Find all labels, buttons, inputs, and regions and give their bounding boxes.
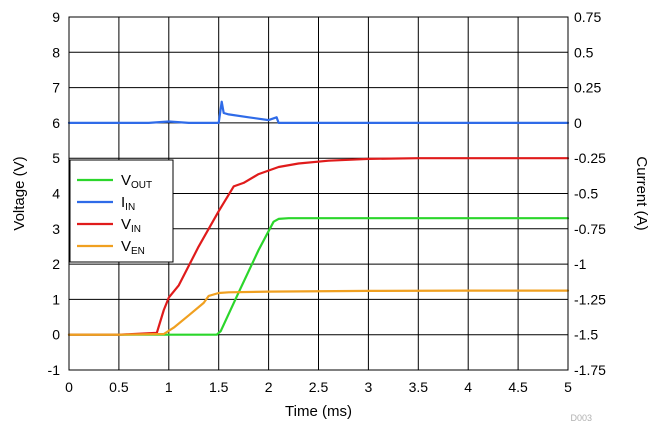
x-tick-label: 1 — [165, 379, 173, 395]
y-tick-label: 2 — [52, 256, 60, 272]
x-tick-label: 0 — [65, 379, 73, 395]
y-tick-label: 1 — [52, 291, 60, 307]
y2-tick-label: -1.25 — [574, 291, 606, 307]
y-tick-label: 0 — [52, 327, 60, 343]
y2-tick-label: 0.25 — [574, 80, 601, 96]
y-tick-label: 9 — [52, 9, 60, 25]
y-tick-labels: -1 0 1 2 3 4 5 6 7 8 9 — [48, 9, 61, 378]
y-tick-label: 8 — [52, 44, 60, 60]
y-tick-label: 5 — [52, 150, 60, 166]
y2-tick-label: -0.5 — [574, 186, 598, 202]
y-tick-label: 3 — [52, 221, 60, 237]
y2-tick-label: -1 — [574, 256, 587, 272]
y2-tick-labels: -1.75 -1.5 -1.25 -1 -0.75 -0.5 -0.25 0 0.25 0.5 0.… — [574, 9, 606, 378]
legend-label-vout: VOUT — [121, 172, 152, 191]
y2-tick-label: -1.75 — [574, 362, 606, 378]
x-tick-labels: 0 0.5 1 1.5 2 2.5 3 3.5 4 4.5 5 — [65, 379, 572, 395]
x-tick-label: 2.5 — [309, 379, 329, 395]
legend: VOUT IIN VIN VEN — [69, 159, 174, 263]
legend-label-ven: VEN — [121, 238, 145, 257]
legend-label-iin: IIN — [121, 194, 135, 213]
series-line-iin — [67, 100, 570, 125]
y-tick-label: 6 — [52, 115, 60, 131]
x-tick-label: 1.5 — [209, 379, 229, 395]
figure-id-footnote: D003 — [570, 413, 592, 421]
series-line-vout — [67, 217, 570, 336]
y-axis-title: Voltage (V) — [11, 156, 28, 230]
x-tick-label: 3 — [365, 379, 373, 395]
y2-tick-label: -0.25 — [574, 150, 606, 166]
series-line-ven — [67, 289, 570, 336]
legend-label-vin: VIN — [121, 216, 141, 235]
y2-axis-title: Current (A) — [633, 156, 649, 230]
y2-tick-label: -1.5 — [574, 327, 598, 343]
y2-tick-label: -0.75 — [574, 221, 606, 237]
x-axis-title: Time (ms) — [285, 403, 352, 420]
series-lines — [67, 100, 570, 336]
y-tick-label: -1 — [48, 362, 61, 378]
x-tick-label: 2 — [265, 379, 273, 395]
x-tick-label: 3.5 — [409, 379, 429, 395]
y-tick-label: 7 — [52, 80, 60, 96]
y2-tick-label: 0.5 — [574, 44, 594, 60]
y2-tick-label: 0.75 — [574, 9, 601, 25]
y-tick-label: 4 — [52, 186, 60, 202]
x-tick-label: 4 — [464, 379, 472, 395]
plot-frame — [68, 16, 569, 371]
y2-tick-label: 0 — [574, 115, 582, 131]
x-tick-label: 5 — [564, 379, 572, 395]
x-tick-label: 0.5 — [109, 379, 129, 395]
series-line-vin — [67, 157, 570, 336]
x-tick-label: 4.5 — [508, 379, 528, 395]
